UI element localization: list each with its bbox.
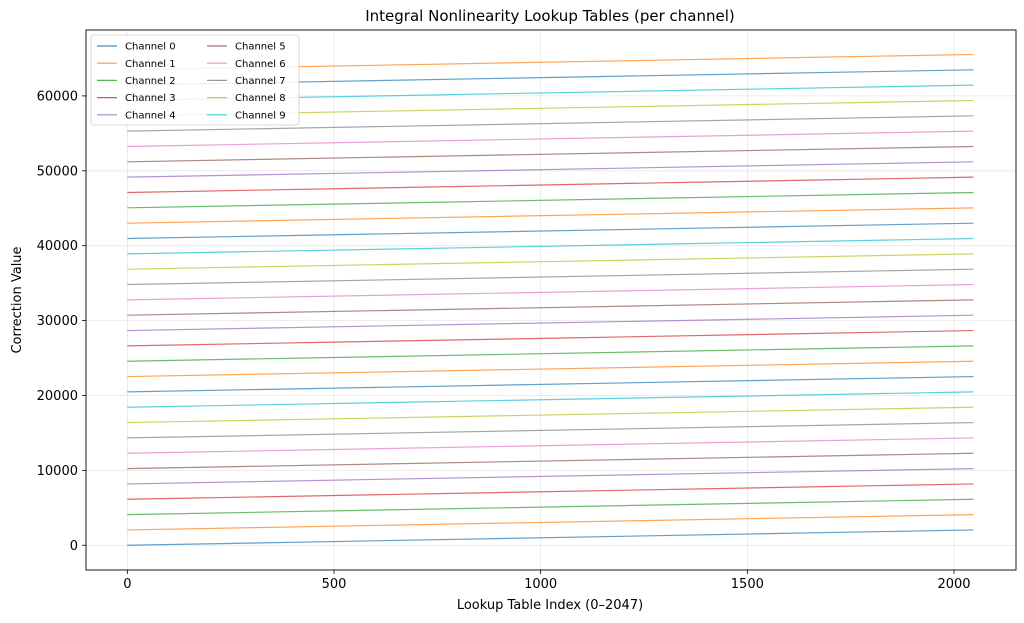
y-tick-label: 20000 [37,389,78,404]
series-line-18 [127,253,974,270]
y-tick-label: 50000 [37,164,78,179]
x-tick-label: 2000 [937,577,970,592]
series-line-7 [127,421,974,439]
series-line-3 [127,483,974,500]
y-tick-label: 40000 [37,239,78,254]
series-line-20 [127,222,974,240]
legend-label: Channel 6 [235,59,286,70]
series-line-24 [127,161,974,178]
x-axis-label: Lookup Table Index (0–2047) [457,598,643,613]
series-line-0 [127,529,974,546]
series-line-21 [127,207,974,224]
legend-label: Channel 0 [125,42,176,53]
legend-label: Channel 8 [235,93,286,104]
series-line-8 [127,406,974,424]
legend-label: Channel 3 [125,93,176,104]
series-line-25 [127,145,974,163]
series-line-6 [127,437,974,454]
x-tick-label: 500 [322,577,347,592]
y-tick-label: 10000 [37,464,78,479]
series-line-1 [127,514,974,531]
series-line-15 [127,299,974,316]
y-tick-label: 0 [70,539,78,554]
series-line-26 [127,130,974,148]
series-line-9 [127,391,974,408]
series-line-5 [127,452,974,470]
legend-label: Channel 5 [235,42,286,53]
series-line-14 [127,314,974,332]
series-line-22 [127,191,974,209]
series-line-23 [127,176,974,194]
y-axis-label: Correction Value [10,246,25,353]
y-axis-ticks: 0 10000 20000 30000 40000 50000 60000 [37,89,86,554]
series-line-10 [127,375,974,393]
series-line-13 [127,329,974,347]
series-line-4 [127,468,974,485]
series-line-17 [127,268,974,286]
x-tick-label: 1500 [731,577,764,592]
x-tick-label: 0 [123,577,131,592]
legend-label: Channel 4 [125,110,176,121]
legend-box [90,34,300,126]
series-line-16 [127,283,974,301]
y-tick-label: 60000 [37,89,78,104]
legend-label: Channel 1 [125,59,176,70]
legend-label: Channel 7 [235,76,286,87]
x-axis-ticks: 0 500 1000 1500 2000 [123,570,971,592]
plot-area-frame [85,29,1017,571]
legend-label: Channel 9 [235,110,286,121]
series-line-19 [127,237,974,255]
series-line-27 [127,115,974,132]
series-lines [127,53,974,546]
y-tick-label: 30000 [37,314,78,329]
chart-title: Integral Nonlinearity Lookup Tables (per… [365,7,734,25]
x-tick-label: 1000 [524,577,557,592]
series-line-2 [127,498,974,516]
legend: Channel 0 Channel 1 Channel 2 Channel 3 Chan… [90,34,300,126]
series-line-11 [127,360,974,378]
legend-label: Channel 2 [125,76,176,87]
series-line-12 [127,345,974,362]
